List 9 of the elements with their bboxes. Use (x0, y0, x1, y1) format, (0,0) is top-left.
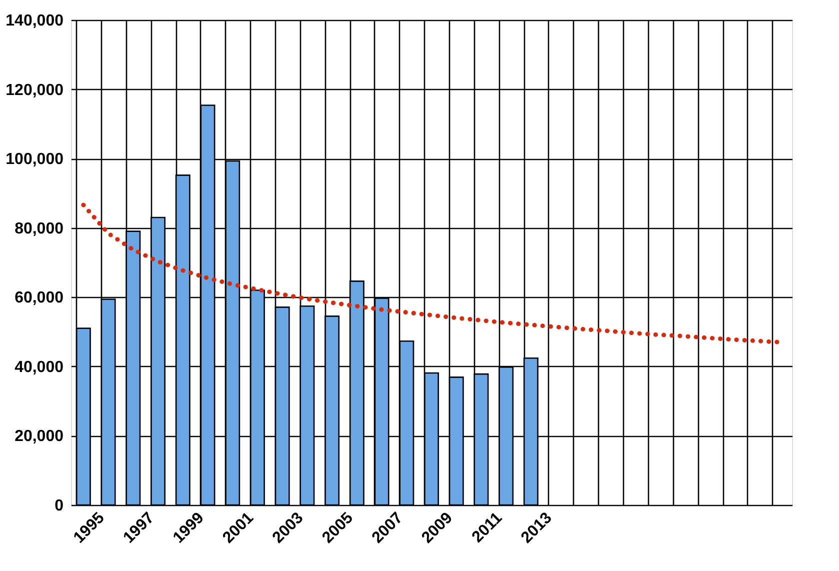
y-tick-label: 40,000 (14, 358, 64, 376)
y-tick-label: 20,000 (14, 428, 64, 446)
y-tick-label: 140,000 (6, 12, 64, 30)
y-tick-label: 100,000 (6, 151, 64, 168)
y-tick-label: 60,000 (14, 290, 64, 307)
y-tick-label: 120,000 (6, 82, 64, 99)
y-tick-label: 0 (54, 498, 64, 514)
y-tick-label: 80,000 (14, 220, 64, 238)
line-series (81, 202, 782, 344)
